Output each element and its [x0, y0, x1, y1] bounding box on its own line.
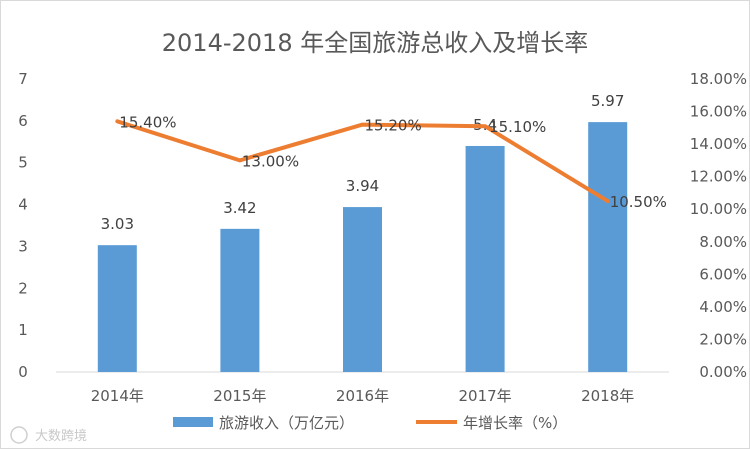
- bar: [588, 122, 628, 372]
- line-data-label: 15.40%: [119, 113, 176, 131]
- y-left-tick-label: 1: [18, 321, 28, 339]
- x-tick-label: 2015年: [213, 387, 266, 405]
- y-left-tick-label: 4: [18, 196, 28, 214]
- y-right-tick-label: 18.00%: [690, 70, 747, 88]
- bar-series: [97, 122, 628, 372]
- x-tick-label: 2014年: [91, 387, 144, 405]
- y-right-tick-label: 4.00%: [699, 298, 747, 316]
- bar-data-label: 3.94: [346, 177, 379, 195]
- y-right-tick-label: 0.00%: [699, 363, 747, 381]
- x-tick-label: 2017年: [459, 387, 512, 405]
- bar-data-label: 3.42: [223, 199, 256, 217]
- y-left-tick-label: 6: [18, 112, 28, 130]
- bar: [343, 207, 382, 372]
- y-right-tick-label: 2.00%: [699, 330, 747, 348]
- x-tick-label: 2016年: [336, 387, 389, 405]
- line-data-labels: 15.40% 13.00% 15.20% 15.10% 10.50%: [119, 113, 667, 211]
- right-axis: 0.00% 2.00% 4.00% 6.00% 8.00% 10.00% 12.00% 14.…: [690, 70, 747, 381]
- y-left-tick-label: 3: [18, 237, 28, 255]
- y-left-tick-label: 2: [18, 279, 28, 297]
- watermark-logo-icon: [10, 426, 28, 444]
- bar: [220, 228, 260, 372]
- chart-title: 2014-2018 年全国旅游总收入及增长率: [162, 29, 588, 57]
- left-axis: 0 1 2 3 4 5 6 7: [18, 70, 28, 381]
- watermark: 大数跨境: [10, 426, 87, 444]
- line-data-label: 13.00%: [242, 152, 299, 170]
- y-right-tick-label: 8.00%: [699, 233, 747, 251]
- y-left-tick-label: 7: [18, 70, 28, 88]
- bar-data-label: 3.03: [101, 215, 134, 233]
- y-right-tick-label: 10.00%: [690, 200, 747, 218]
- watermark-text: 大数跨境: [35, 429, 87, 444]
- line-series: [115, 119, 610, 204]
- legend-bar-swatch: [173, 417, 213, 427]
- y-right-tick-label: 14.00%: [690, 135, 747, 153]
- legend: 旅游收入（万亿元） 年增长率（%）: [173, 414, 567, 432]
- line-data-label: 15.20%: [365, 117, 422, 135]
- y-right-tick-label: 16.00%: [690, 103, 747, 121]
- y-right-tick-label: 12.00%: [690, 168, 747, 186]
- legend-bar-label: 旅游收入（万亿元）: [219, 414, 354, 432]
- x-tick-label: 2018年: [581, 387, 634, 405]
- x-axis: 2014年 2015年 2016年 2017年 2018年: [91, 387, 635, 405]
- bar: [465, 145, 505, 372]
- growth-line: [115, 119, 610, 204]
- y-right-tick-label: 6.00%: [699, 265, 747, 283]
- y-left-tick-label: 0: [18, 363, 28, 381]
- line-data-label: 10.50%: [610, 193, 667, 211]
- y-left-tick-label: 5: [18, 154, 28, 172]
- bar: [97, 245, 137, 372]
- bar-data-label: 5.97: [591, 92, 624, 110]
- line-data-label: 15.10%: [489, 118, 546, 136]
- legend-line-label: 年增长率（%）: [463, 414, 567, 432]
